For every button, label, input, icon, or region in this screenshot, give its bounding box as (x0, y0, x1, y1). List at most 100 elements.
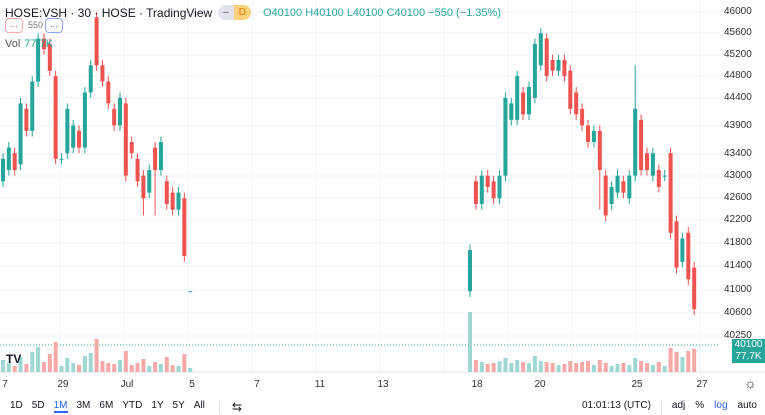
candle-body (674, 221, 679, 268)
volume-bar (479, 362, 484, 372)
tradingview-logo-icon[interactable]: TV (6, 352, 22, 366)
volume-bar (615, 364, 620, 372)
price-tick: 41800 (724, 237, 752, 248)
price-tick: 41000 (724, 284, 752, 295)
volume-bar (550, 363, 555, 372)
pill-right: D (233, 5, 251, 20)
candle-body (527, 86, 531, 115)
volume-bar (650, 365, 655, 372)
time-tick: 29 (57, 379, 69, 390)
candle-body (656, 170, 661, 187)
candle-body (1, 158, 5, 182)
volume-bar (656, 362, 661, 372)
goto-date-icon[interactable]: ⇆ (231, 399, 242, 414)
volume-value: 77.7K (24, 38, 54, 50)
range-1m[interactable]: 1M (53, 400, 68, 413)
candle-body (41, 38, 46, 50)
candle-body (36, 38, 41, 82)
candle-body (668, 153, 673, 233)
adj-toggle[interactable]: adj (671, 399, 686, 411)
red-more-button[interactable]: ... (5, 18, 23, 33)
volume-bar (568, 361, 573, 372)
volume-bar (544, 362, 549, 372)
market-status-pill[interactable]: – D (218, 5, 251, 20)
candle-body (532, 43, 537, 98)
candle-body (538, 33, 543, 66)
time-tick: 7 (2, 379, 8, 390)
range-5d[interactable]: 5D (31, 400, 45, 411)
candle-body (591, 130, 596, 143)
candle-body (509, 103, 514, 120)
candle-body (6, 147, 11, 171)
volume-bar (503, 358, 508, 372)
volume-bar (668, 348, 673, 372)
candle-body (597, 130, 602, 171)
volume-bar (538, 361, 543, 372)
candle-body (24, 108, 29, 131)
volume-bar (88, 353, 93, 372)
range-1d[interactable]: 1D (10, 400, 23, 411)
range-5y[interactable]: 5Y (172, 400, 185, 411)
price-tick: 46000 (724, 6, 752, 17)
auto-toggle[interactable]: auto (737, 399, 757, 411)
symbol-title: HOSE:VSH · 30 · HOSE · TradingView (5, 5, 213, 20)
volume-bar (147, 366, 152, 372)
range-all[interactable]: All (193, 400, 205, 411)
candle-body (473, 181, 478, 205)
side-value: 550 (28, 20, 44, 30)
time-tick: 18 (471, 379, 483, 390)
candle-body (615, 175, 620, 193)
last-price-tag: 40100 (732, 339, 765, 351)
range-3m[interactable]: 3M (76, 400, 91, 411)
volume-legend: Vol 77.7K (5, 38, 53, 50)
price-tick: 40250 (724, 330, 752, 341)
settings-gear-icon[interactable]: ☼ (744, 375, 757, 391)
volume-bar (24, 364, 29, 372)
percent-toggle[interactable]: % (695, 399, 705, 411)
volume-bar (82, 356, 87, 372)
volume-bar (135, 363, 140, 372)
volume-bar (47, 354, 52, 372)
price-tick: 44400 (724, 92, 752, 103)
candle-body (170, 192, 175, 210)
time-tick: 5 (189, 379, 195, 390)
volume-bar (609, 366, 614, 372)
volume-bar (468, 312, 472, 372)
volume-bar (12, 366, 17, 372)
candle-body (106, 81, 111, 104)
volume-bar (65, 358, 70, 372)
range-1y[interactable]: 1Y (151, 400, 164, 411)
blue-more-button[interactable]: ... (45, 18, 63, 33)
volume-bar (112, 364, 117, 372)
volume-bar (515, 360, 520, 372)
candle-body (30, 81, 35, 131)
volume-bar (645, 363, 649, 372)
volume-bar (633, 358, 638, 372)
volume-bar (164, 357, 169, 372)
low-value: L40100 (346, 6, 384, 19)
candle-body (153, 147, 158, 171)
volume-bar (118, 360, 122, 372)
volume-bar (18, 357, 23, 372)
log-toggle[interactable]: log (714, 399, 728, 411)
chart-legend: HOSE:VSH · 30 · HOSE · TradingView – D O4… (5, 5, 501, 20)
candle-body (100, 65, 105, 82)
candle-body (12, 153, 17, 171)
price-tick: 45600 (724, 27, 752, 38)
volume-bar (639, 361, 644, 372)
price-chart[interactable] (0, 0, 765, 398)
volume-bar (686, 351, 691, 372)
candle-body (650, 153, 655, 176)
price-tick: 42600 (724, 192, 752, 203)
range-6m[interactable]: 6M (99, 400, 114, 411)
candle-body (680, 238, 685, 262)
volume-bar (556, 365, 561, 372)
range-buttons: 1D 5D 1M 3M 6M YTD 1Y 5Y All (10, 400, 205, 413)
volume-bar (100, 361, 105, 372)
volume-bar (574, 363, 579, 372)
candle-body (158, 142, 163, 171)
volume-bar (591, 365, 596, 372)
range-ytd[interactable]: YTD (122, 400, 143, 411)
candle-body (662, 175, 667, 177)
candle-body (633, 108, 638, 176)
